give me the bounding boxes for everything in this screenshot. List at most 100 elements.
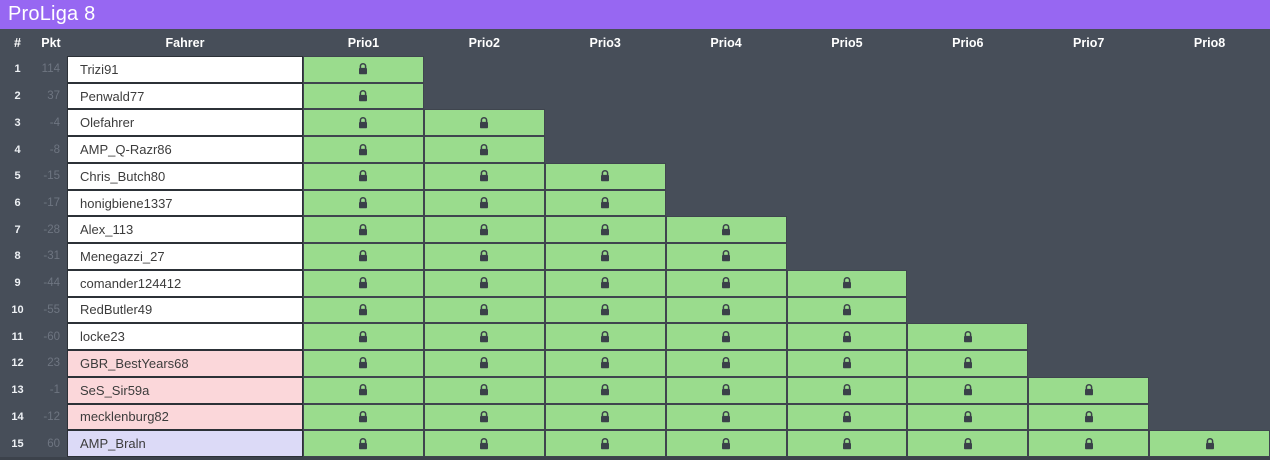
prio-locked-cell[interactable] bbox=[423, 109, 545, 137]
prio-locked-cell[interactable] bbox=[786, 296, 908, 324]
prio-locked-cell[interactable] bbox=[786, 403, 908, 431]
prio-locked-cell[interactable] bbox=[423, 269, 545, 297]
prio-locked-cell[interactable] bbox=[303, 403, 424, 431]
prio-locked-cell[interactable] bbox=[423, 162, 545, 190]
prio-locked-cell[interactable] bbox=[544, 216, 666, 244]
prio-locked-cell[interactable] bbox=[1149, 430, 1270, 457]
prio-locked-cell[interactable] bbox=[303, 216, 424, 244]
prio-locked-cell[interactable] bbox=[423, 189, 545, 217]
prio-locked-cell[interactable] bbox=[423, 376, 545, 404]
lock-icon bbox=[480, 143, 489, 155]
prio-locked-cell[interactable] bbox=[303, 269, 424, 297]
prio-locked-cell[interactable] bbox=[303, 323, 424, 351]
prio-locked-cell[interactable] bbox=[423, 216, 545, 244]
prio-locked-cell[interactable] bbox=[544, 323, 666, 351]
prio-empty-cell bbox=[1149, 270, 1270, 297]
prio-locked-cell[interactable] bbox=[786, 376, 908, 404]
prio-locked-cell[interactable] bbox=[665, 269, 787, 297]
lock-icon bbox=[1205, 437, 1214, 449]
prio-locked-cell[interactable] bbox=[544, 243, 666, 270]
prio-locked-cell[interactable] bbox=[303, 162, 424, 190]
prio-empty-cell bbox=[907, 56, 1028, 83]
prio-locked-cell[interactable] bbox=[423, 403, 545, 431]
lock-icon bbox=[722, 357, 731, 369]
lock-icon bbox=[722, 384, 731, 396]
prio-locked-cell[interactable] bbox=[786, 323, 908, 351]
prio-locked-cell[interactable] bbox=[907, 350, 1029, 377]
prio-locked-cell[interactable] bbox=[665, 296, 787, 324]
table-row: 12 23 GBR_BestYears68 bbox=[0, 350, 1270, 377]
table-row: 15 60 AMP_Braln bbox=[0, 430, 1270, 457]
prio-empty-cell bbox=[1028, 243, 1149, 270]
lock-icon bbox=[601, 384, 610, 396]
prio-locked-cell[interactable] bbox=[1028, 430, 1150, 457]
prio-locked-cell[interactable] bbox=[544, 189, 666, 217]
prio-locked-cell[interactable] bbox=[544, 430, 666, 457]
prio-locked-cell[interactable] bbox=[423, 136, 545, 163]
prio-locked-cell[interactable] bbox=[907, 430, 1029, 457]
prio-locked-cell[interactable] bbox=[786, 430, 908, 457]
prio-locked-cell[interactable] bbox=[907, 403, 1029, 431]
prio-empty-cell bbox=[907, 163, 1028, 190]
prio-locked-cell[interactable] bbox=[303, 56, 424, 83]
prio-locked-cell[interactable] bbox=[423, 323, 545, 351]
prio-locked-cell[interactable] bbox=[665, 243, 787, 270]
lock-icon bbox=[359, 410, 368, 423]
prio-locked-cell[interactable] bbox=[303, 82, 424, 110]
lock-icon bbox=[601, 197, 610, 209]
rank-cell: 6 bbox=[14, 197, 21, 210]
prio-locked-cell[interactable] bbox=[423, 350, 545, 377]
prio-locked-cell[interactable] bbox=[907, 376, 1029, 404]
prio-empty-cell bbox=[1149, 350, 1270, 377]
points-cell: -4 bbox=[49, 116, 60, 129]
rank-cell: 12 bbox=[11, 357, 24, 370]
prio-locked-cell[interactable] bbox=[303, 243, 424, 270]
prio-locked-cell[interactable] bbox=[303, 189, 424, 217]
column-header-prio5: Prio5 bbox=[831, 35, 863, 50]
prio-locked-cell[interactable] bbox=[303, 430, 424, 457]
column-header-points: Pkt bbox=[41, 35, 61, 50]
prio-locked-cell[interactable] bbox=[303, 376, 424, 404]
prio-locked-cell[interactable] bbox=[665, 430, 787, 457]
prio-locked-cell[interactable] bbox=[423, 430, 545, 457]
prio-locked-cell[interactable] bbox=[786, 269, 908, 297]
prio-empty-cell bbox=[666, 190, 787, 217]
prio-locked-cell[interactable] bbox=[544, 350, 666, 377]
prio-locked-cell[interactable] bbox=[544, 269, 666, 297]
rank-cell: 14 bbox=[11, 410, 24, 423]
points-cell: -15 bbox=[43, 170, 60, 183]
prio-locked-cell[interactable] bbox=[1028, 376, 1150, 404]
table-row: 13 -1 SeS_Sir59a bbox=[0, 376, 1270, 404]
prio-locked-cell[interactable] bbox=[303, 296, 424, 324]
lock-icon bbox=[359, 90, 368, 102]
lock-icon bbox=[842, 410, 851, 423]
prio-empty-cell bbox=[1149, 297, 1270, 324]
prio-locked-cell[interactable] bbox=[665, 216, 787, 244]
prio-empty-cell bbox=[787, 83, 908, 110]
driver-name-cell: Olefahrer bbox=[67, 109, 303, 137]
prio-locked-cell[interactable] bbox=[303, 350, 424, 377]
prio-locked-cell[interactable] bbox=[907, 323, 1029, 351]
prio-locked-cell[interactable] bbox=[665, 403, 787, 431]
prio-locked-cell[interactable] bbox=[665, 376, 787, 404]
prio-locked-cell[interactable] bbox=[544, 296, 666, 324]
column-header-prio6: Prio6 bbox=[952, 35, 984, 50]
prio-locked-cell[interactable] bbox=[544, 162, 666, 190]
points-cell: -60 bbox=[43, 330, 60, 343]
prio-locked-cell[interactable] bbox=[423, 296, 545, 324]
prio-locked-cell[interactable] bbox=[786, 350, 908, 377]
prio-locked-cell[interactable] bbox=[544, 376, 666, 404]
prio-locked-cell[interactable] bbox=[544, 403, 666, 431]
prio-empty-cell bbox=[1028, 350, 1149, 377]
title-bar: ProLiga 8 bbox=[0, 0, 1270, 29]
prio-locked-cell[interactable] bbox=[665, 350, 787, 377]
lock-icon bbox=[359, 250, 368, 262]
prio-locked-cell[interactable] bbox=[303, 109, 424, 137]
prio-locked-cell[interactable] bbox=[423, 243, 545, 270]
prio-empty-cell bbox=[1149, 83, 1270, 110]
lock-icon bbox=[480, 170, 489, 182]
prio-locked-cell[interactable] bbox=[1028, 403, 1150, 431]
prio-locked-cell[interactable] bbox=[665, 323, 787, 351]
prio-empty-cell bbox=[666, 109, 787, 136]
prio-locked-cell[interactable] bbox=[303, 136, 424, 163]
